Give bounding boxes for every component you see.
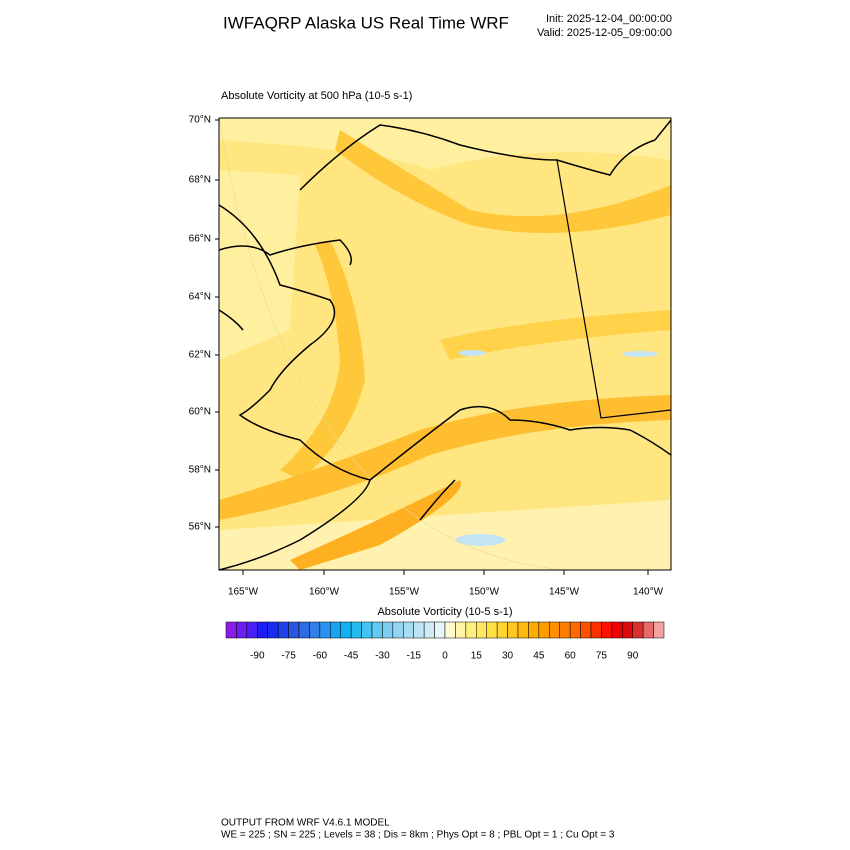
lon-label: 165°W — [228, 587, 259, 598]
colorbar-box — [298, 621, 310, 639]
lat-label: 56°N — [189, 522, 211, 533]
colorbar-box — [455, 621, 467, 639]
colorbar-box — [517, 621, 529, 639]
colorbar-box — [350, 621, 362, 639]
field-patch — [335, 130, 671, 233]
colorbar-box — [392, 621, 404, 639]
colorbar-box — [611, 621, 623, 639]
init-time: Init: 2025-12-04_00:00:00 — [546, 13, 672, 25]
colorbar-tick-label: 15 — [471, 651, 483, 662]
field-patch — [440, 310, 671, 360]
colorbar-box — [236, 621, 248, 639]
lat-label: 62°N — [189, 350, 211, 361]
map-field — [219, 118, 671, 570]
colorbar-box — [507, 621, 519, 639]
lon-label: 140°W — [633, 587, 664, 598]
colorbar-tick-label: -60 — [313, 651, 328, 662]
colorbar-tick-label: 0 — [442, 651, 448, 662]
lat-label: 60°N — [189, 407, 211, 418]
footer-line: OUTPUT FROM WRF V4.6.1 MODEL — [221, 818, 390, 829]
title: IWFAQRP Alaska US Real Time WRF — [223, 13, 509, 32]
colorbar-box — [496, 621, 508, 639]
lat-label: 70°N — [189, 115, 211, 126]
lat-label: 58°N — [189, 465, 211, 476]
lon-label: 145°W — [549, 587, 580, 598]
coastline — [419, 479, 456, 521]
colorbar-box — [569, 621, 581, 639]
lat-label: 66°N — [189, 234, 211, 245]
colorbar-tick-label: 60 — [565, 651, 577, 662]
field-patch — [290, 480, 461, 570]
colorbar-tick-label: 75 — [596, 651, 608, 662]
colorbar-box — [403, 621, 414, 639]
graticule — [219, 118, 640, 570]
lon-label: 160°W — [309, 587, 340, 598]
colorbar-box — [559, 621, 571, 639]
colorbar-box — [319, 621, 331, 639]
colorbar-box — [476, 621, 487, 639]
colorbar-box — [486, 621, 498, 639]
colorbar-tick-label: 90 — [627, 651, 639, 662]
colorbar-tick-label: 45 — [533, 651, 545, 662]
coastline — [299, 119, 671, 191]
colorbar-box — [267, 621, 279, 639]
footer-line: WE = 225 ; SN = 225 ; Levels = 38 ; Dis … — [221, 830, 615, 841]
field-patch — [622, 351, 658, 357]
colorbar-tick-label: -45 — [344, 651, 359, 662]
map-axes: 70°N 68°N 66°N 64°N 62°N 60°N 58°N 56°N 165°W 160… — [189, 115, 664, 598]
colorbar-box — [538, 621, 550, 639]
lon-label: 150°W — [469, 587, 500, 598]
colorbar-box — [465, 621, 477, 639]
field-patch — [280, 240, 365, 480]
colorbar-box — [632, 621, 644, 639]
colorbar-box — [444, 621, 456, 639]
colorbar-box — [653, 621, 665, 639]
colorbar-box — [225, 621, 237, 639]
colorbar-title: Absolute Vorticity (10-5 s-1) — [377, 606, 512, 618]
colorbar-box — [642, 621, 654, 639]
border — [556, 159, 671, 419]
map-frame — [218, 117, 672, 571]
colorbar-box — [330, 621, 341, 639]
colorbar-box — [361, 621, 373, 639]
colorbar-tick-label: 30 — [502, 651, 514, 662]
field-patch — [458, 350, 486, 356]
colorbar-box — [277, 621, 289, 639]
colorbar-box — [434, 621, 446, 639]
colorbar-tick-label: -75 — [281, 651, 296, 662]
colorbar-box — [528, 621, 540, 639]
colorbar-box — [288, 621, 300, 639]
coastline — [369, 405, 671, 481]
field-patch — [219, 118, 671, 170]
valid-time: Valid: 2025-12-05_09:00:00 — [537, 27, 672, 39]
colorbar-tick-label: -30 — [375, 651, 390, 662]
field-patch — [219, 170, 300, 360]
colorbar-tick-label: -15 — [406, 651, 421, 662]
coastline — [219, 239, 352, 266]
lat-label: 64°N — [189, 292, 211, 303]
colorbar-box — [549, 621, 560, 639]
colorbar: -90 -75 -60 -45 -30 -15 0 15 30 45 60 75 90 — [225, 621, 665, 662]
colorbar-box — [413, 621, 425, 639]
field-patch — [455, 534, 505, 546]
colorbar-box — [340, 621, 352, 639]
colorbar-tick-label: -90 — [250, 651, 265, 662]
colorbar-box — [246, 621, 258, 639]
lon-label: 155°W — [389, 587, 420, 598]
colorbar-box — [257, 621, 268, 639]
colorbar-box — [309, 621, 321, 639]
coastline — [219, 204, 371, 570]
colorbar-box — [622, 621, 633, 639]
colorbar-box — [601, 621, 613, 639]
map-subtitle: Absolute Vorticity at 500 hPa (10-5 s-1) — [221, 90, 412, 102]
lat-label: 68°N — [189, 175, 211, 186]
colorbar-box — [423, 621, 435, 639]
colorbar-box — [580, 621, 592, 639]
colorbar-box — [371, 621, 383, 639]
colorbar-box — [590, 621, 602, 639]
coastline — [219, 309, 244, 331]
colorbar-box — [382, 621, 394, 639]
